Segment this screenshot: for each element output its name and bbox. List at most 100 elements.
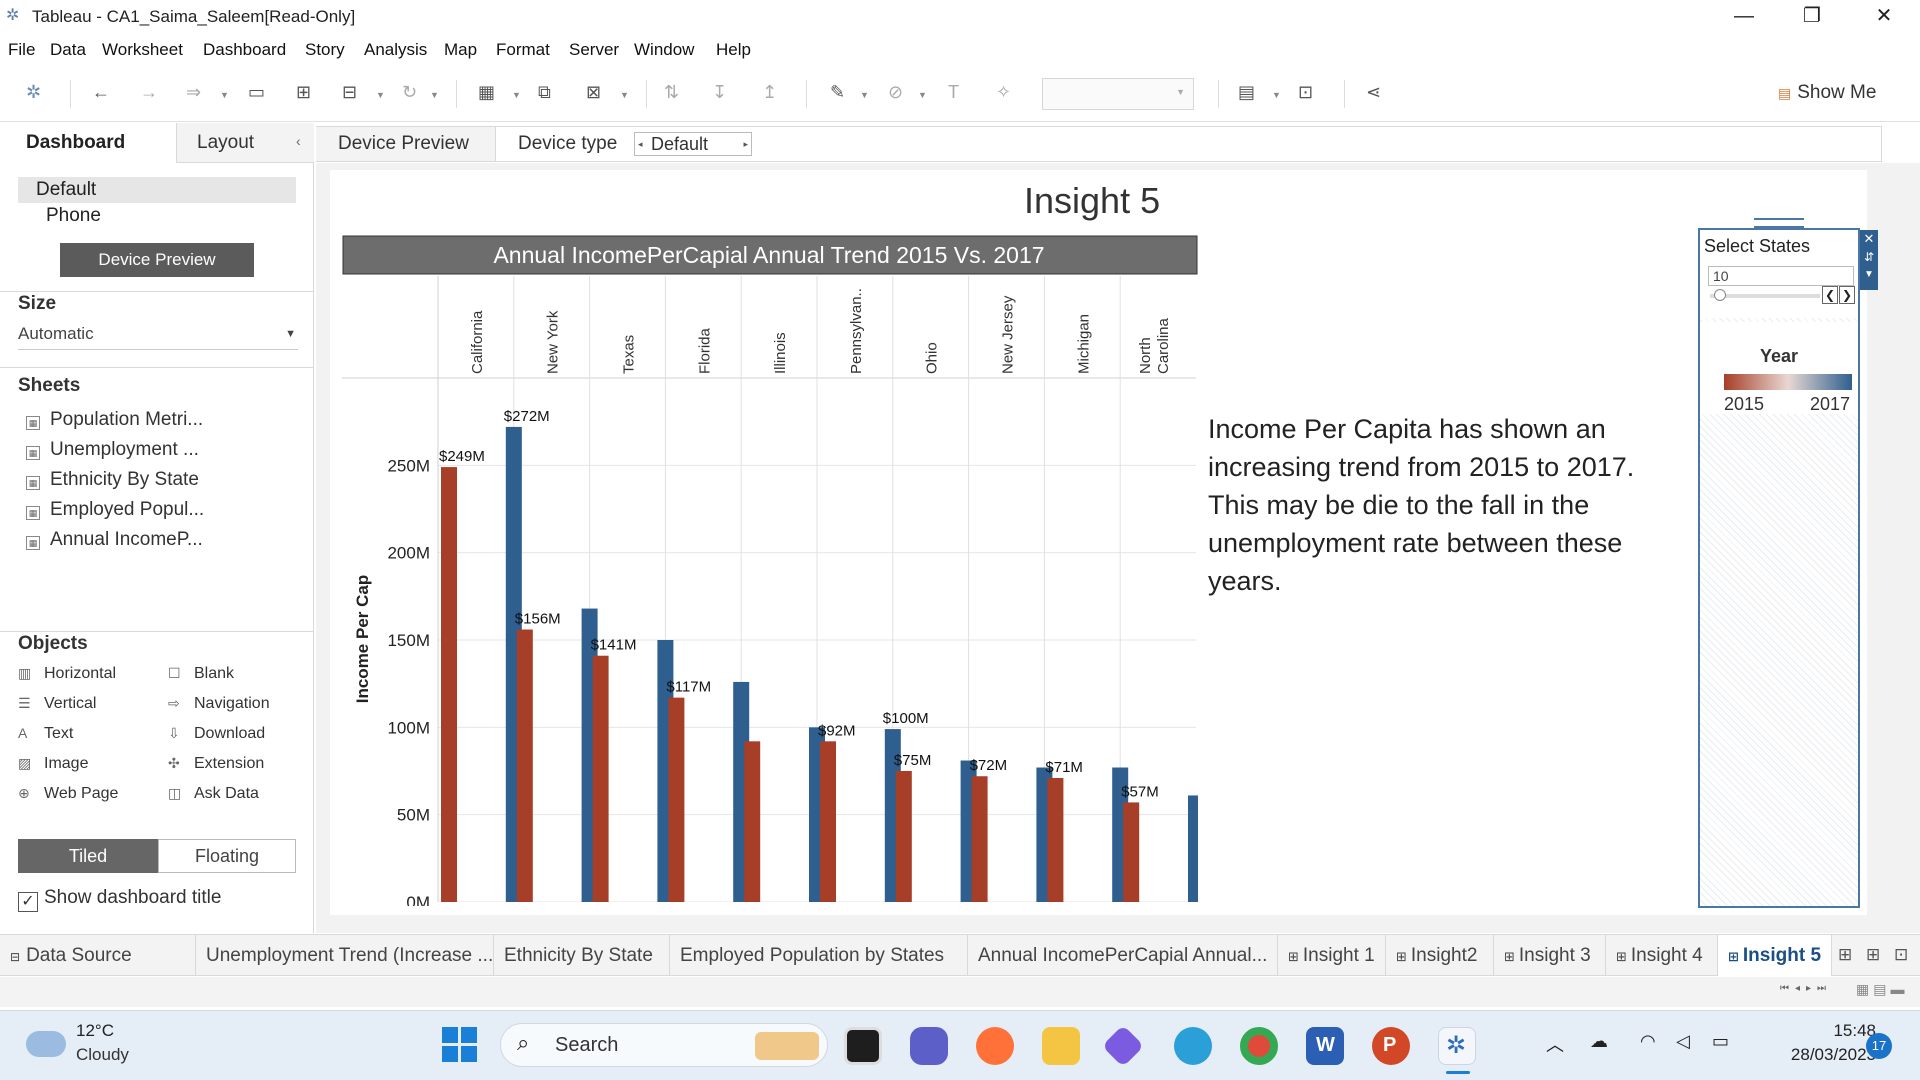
menu-story[interactable]: Story <box>305 40 345 59</box>
bar-2015-california[interactable] <box>441 467 457 902</box>
more-options-icon[interactable]: ▼ <box>1864 269 1874 280</box>
bar-2017-north-carolina[interactable] <box>1188 795 1198 902</box>
object-navigation[interactable]: ⇨ Navigation <box>168 695 270 712</box>
refresh-icon[interactable]: ↻ <box>402 82 418 102</box>
device-phone[interactable]: Phone <box>46 205 101 226</box>
bar-2015-ohio[interactable] <box>895 771 912 902</box>
labels-icon[interactable]: T <box>948 82 959 102</box>
file-explorer-icon[interactable] <box>1042 1027 1080 1065</box>
swap-icon[interactable]: ⇅ <box>664 82 680 102</box>
drag-handle[interactable] <box>1754 218 1804 228</box>
object-extension[interactable]: ✣ Extension <box>168 755 265 772</box>
bar-2015-michigan[interactable] <box>1047 777 1064 902</box>
bar-2015-north-carolina[interactable] <box>1123 802 1140 902</box>
highlight-icon[interactable]: ✎ <box>830 82 846 102</box>
chevron-up-icon[interactable]: ︿ <box>1546 1035 1564 1055</box>
sort-ascending-icon[interactable]: ↧ <box>712 82 728 102</box>
object-horizontal[interactable]: ▥ Horizontal <box>18 665 117 682</box>
tab-sheet[interactable]: Unemployment Trend (Increase ... <box>196 935 494 976</box>
floating-toggle[interactable]: Floating <box>158 839 296 873</box>
group-icon[interactable]: ⊘ <box>888 82 904 102</box>
windows-start-icon[interactable] <box>442 1027 478 1063</box>
bar-2015-illinois[interactable] <box>744 741 761 902</box>
tableau-home-icon[interactable]: ✲ <box>26 82 42 102</box>
minimize-button[interactable]: — <box>1734 5 1754 27</box>
task-view-icon[interactable] <box>844 1027 882 1065</box>
menu-worksheet[interactable]: Worksheet <box>102 40 183 59</box>
tab-sheet[interactable]: Employed Population by States <box>670 935 968 976</box>
undo-icon[interactable]: ← <box>92 82 110 102</box>
copilot-icon[interactable] <box>1101 1024 1145 1068</box>
new-worksheet-tab-icon[interactable]: ⊞ <box>1838 945 1853 964</box>
wifi-icon[interactable]: ◠ <box>1640 1031 1656 1051</box>
filter-value-input[interactable]: 10 <box>1708 266 1854 286</box>
new-dashboard-tab-icon[interactable]: ⊞ <box>1866 945 1881 964</box>
menu-server[interactable]: Server <box>569 40 620 59</box>
show-me-button[interactable]: ▤ Show Me <box>1778 82 1877 103</box>
close-icon[interactable]: ✕ <box>1863 231 1875 246</box>
new-worksheet-icon[interactable]: ▦ <box>478 82 496 102</box>
sheet-item[interactable]: ▦ Employed Popul... <box>26 499 204 521</box>
sort-descending-icon[interactable]: ↥ <box>762 82 778 102</box>
menu-analysis[interactable]: Analysis <box>364 40 428 59</box>
bar-2015-pennsylvan-[interactable] <box>820 741 836 902</box>
new-story-tab-icon[interactable]: ⊡ <box>1894 945 1909 964</box>
pin-icon[interactable]: ✧ <box>996 82 1012 102</box>
object-web-page[interactable]: ⊕ Web Page <box>18 785 119 802</box>
bar-2015-new-york[interactable] <box>516 629 533 902</box>
close-button[interactable]: ✕ <box>1875 5 1893 27</box>
show-cards-icon[interactable]: ▤ <box>1238 82 1256 102</box>
sheet-item[interactable]: ▦ Unemployment ... <box>26 439 199 461</box>
notification-badge[interactable]: 17 <box>1866 1033 1892 1059</box>
show-dashboard-title-checkbox[interactable]: ✓ Show dashboard title <box>18 887 221 912</box>
bar-2015-florida[interactable] <box>668 697 685 902</box>
teams-icon[interactable] <box>910 1027 948 1065</box>
restore-button[interactable]: ❐ <box>1803 5 1821 27</box>
presentation-icon[interactable]: ⊡ <box>1298 82 1314 102</box>
tableau-taskbar-icon[interactable]: ✲ <box>1438 1027 1476 1065</box>
clock-date[interactable]: 28/03/2023 <box>1790 1045 1876 1064</box>
view-mode-icons[interactable]: ▦▤▬ <box>1856 981 1909 997</box>
chrome-icon[interactable] <box>1240 1027 1278 1065</box>
save-icon[interactable]: ▭ <box>248 82 266 102</box>
clear-sheet-icon[interactable]: ⊠ <box>586 82 602 102</box>
floating-controls[interactable]: ✕ ⇵ ▼ <box>1860 230 1878 290</box>
tab-sheet[interactable]: Ethnicity By State <box>494 935 670 976</box>
object-text[interactable]: A Text <box>18 725 74 742</box>
replay-icon[interactable]: ⇒ <box>186 82 202 102</box>
tab-dashboard[interactable]: ⊞ Insight 4 <box>1606 935 1718 976</box>
next-value-button[interactable]: ❯ <box>1839 286 1855 304</box>
tab-dashboard-active[interactable]: ⊞ Insight 5 <box>1718 935 1832 976</box>
menu-data[interactable]: Data <box>50 40 86 59</box>
tab-layout[interactable]: Layout <box>176 123 314 163</box>
size-dropdown[interactable]: Automatic ▼ <box>18 324 298 350</box>
device-preview-tab[interactable]: Device Preview <box>316 127 496 161</box>
menu-window[interactable]: Window <box>634 40 695 59</box>
tab-dashboard[interactable]: ⊞ Insight2 <box>1386 935 1494 976</box>
tab-navigation-icons[interactable]: ⏮◂▸⏭ <box>1780 983 1833 994</box>
clock-time[interactable]: 15:48 <box>1833 1021 1876 1040</box>
pin-icon[interactable]: ⇵ <box>1863 250 1875 264</box>
weather-description[interactable]: Cloudy <box>76 1045 129 1064</box>
tiled-toggle[interactable]: Tiled <box>18 839 158 873</box>
device-default[interactable]: Default <box>18 177 296 203</box>
sheet-item[interactable]: ▦ Population Metri... <box>26 409 203 431</box>
device-type-selector[interactable]: ◂ Default ▸ <box>634 132 752 156</box>
tab-dashboard[interactable]: ⊞ Insight 1 <box>1278 935 1386 976</box>
taskbar-search-box[interactable]: ⌕ Search <box>500 1023 828 1067</box>
object-download[interactable]: ⇩ Download <box>168 725 266 742</box>
income-bar-chart[interactable]: Annual IncomePerCapial Annual Trend 2015… <box>342 234 1198 906</box>
object-image[interactable]: ▨ Image <box>18 755 89 772</box>
onedrive-icon[interactable]: ☁ <box>1590 1031 1608 1051</box>
previous-value-button[interactable]: ❮ <box>1822 286 1838 304</box>
firefox-icon[interactable] <box>976 1027 1014 1065</box>
battery-icon[interactable]: ▭ <box>1712 1031 1730 1051</box>
sheet-item[interactable]: ▦ Annual IncomeP... <box>26 529 203 551</box>
fit-combobox[interactable]: ▼ <box>1042 78 1194 110</box>
volume-icon[interactable]: ◁ <box>1676 1031 1690 1051</box>
bar-2015-texas[interactable] <box>592 655 609 902</box>
tab-data-source[interactable]: ⊟ Data Source <box>0 935 196 976</box>
powerpoint-icon[interactable]: P <box>1372 1027 1410 1065</box>
pause-updates-icon[interactable]: ⊟ <box>342 82 358 102</box>
weather-temperature[interactable]: 12°C <box>76 1021 114 1040</box>
